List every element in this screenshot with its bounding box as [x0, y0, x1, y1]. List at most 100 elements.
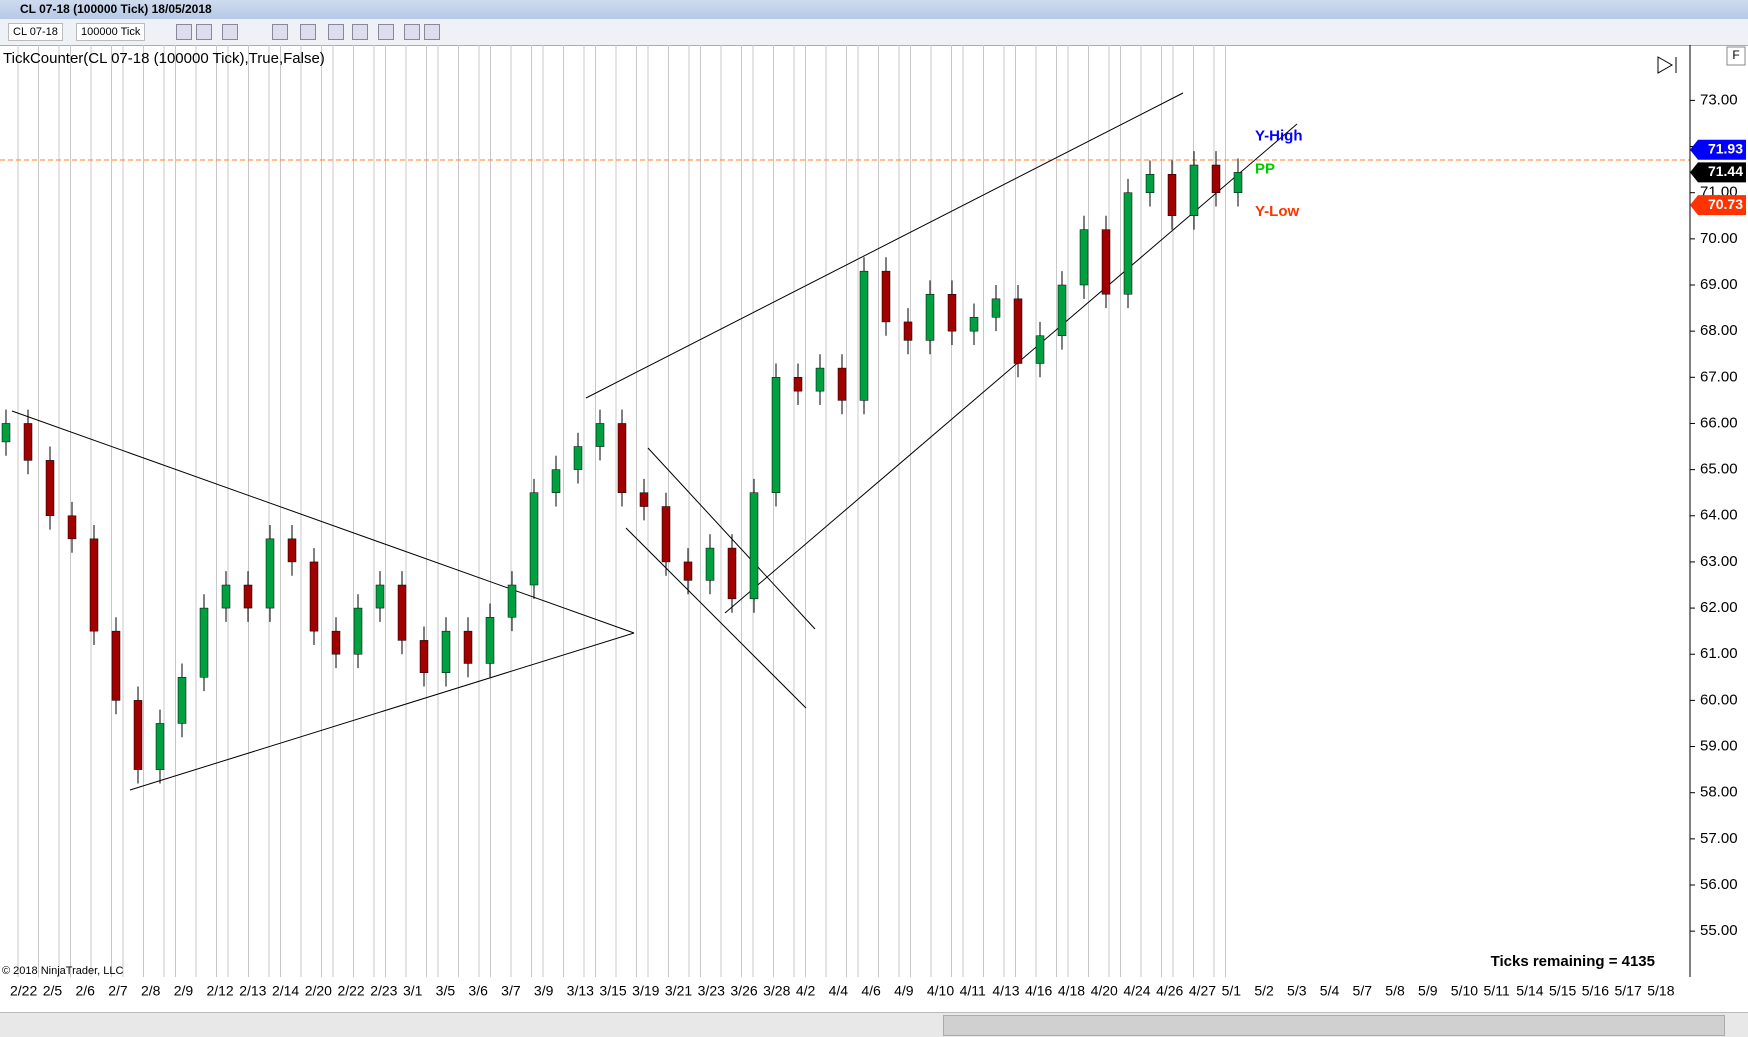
x-tick-label: 2/22: [337, 983, 364, 999]
x-tick-label: 4/11: [960, 983, 986, 999]
candle-body: [551, 469, 561, 493]
candle-body: [485, 617, 495, 664]
candle-body: [507, 584, 517, 618]
x-tick-label: 3/6: [468, 983, 488, 999]
x-tick-label: 5/3: [1287, 983, 1307, 999]
x-tick-label: 2/5: [43, 983, 63, 999]
x-tick-label: 4/2: [796, 983, 816, 999]
x-tick-label: 3/1: [403, 983, 423, 999]
x-tick-label: 3/5: [436, 983, 456, 999]
x-tick-label: 3/13: [567, 983, 594, 999]
price-flag-label: 71.93: [1708, 140, 1743, 156]
datatable-button[interactable]: [404, 24, 420, 40]
candle-body: [573, 446, 583, 470]
y-tick-label: 68.00: [1700, 322, 1738, 339]
x-tick-label: 4/18: [1058, 983, 1085, 999]
candle-body: [1233, 172, 1243, 193]
scroll-thumb[interactable]: [943, 1015, 1725, 1036]
candle-body: [1101, 229, 1111, 295]
y-tick-label: 61.00: [1700, 645, 1738, 662]
y-tick-label: 56.00: [1700, 876, 1738, 893]
bar-style-button[interactable]: [176, 24, 192, 40]
candle-body: [617, 423, 627, 493]
candle-body: [749, 492, 759, 600]
candle-body: [67, 515, 77, 540]
y-tick-label: 70.00: [1700, 230, 1738, 247]
x-tick-label: 4/13: [992, 983, 1019, 999]
x-tick-label: 3/19: [632, 983, 659, 999]
y-tick-label: 55.00: [1700, 922, 1738, 939]
candle-body: [221, 584, 231, 609]
y-tick-label: 66.00: [1700, 414, 1738, 431]
candle-body: [397, 584, 407, 641]
x-tick-label: 2/20: [305, 983, 332, 999]
x-tick-label: 3/26: [730, 983, 757, 999]
candle-body: [771, 377, 781, 493]
candle-body: [991, 298, 1001, 318]
window-title: CL 07-18 (100000 Tick) 18/05/2018: [20, 2, 212, 16]
x-tick-label: 4/20: [1091, 983, 1118, 999]
candle-body: [265, 538, 275, 609]
draw-button[interactable]: [196, 24, 212, 40]
panel-button[interactable]: [424, 24, 440, 40]
x-tick-label: 2/13: [239, 983, 266, 999]
indicators-button[interactable]: [352, 24, 368, 40]
cursor-button[interactable]: [272, 24, 288, 40]
x-tick-label: 4/26: [1156, 983, 1183, 999]
price-flag: [1690, 195, 1746, 216]
y-tick-label: 64.00: [1700, 507, 1738, 524]
candle-body: [353, 607, 363, 655]
period-select[interactable]: 100000 Tick: [76, 23, 146, 41]
x-tick-label: 5/4: [1320, 983, 1340, 999]
x-tick-label: 5/14: [1516, 983, 1543, 999]
x-tick-label: 3/15: [599, 983, 626, 999]
candle-body: [199, 607, 209, 678]
x-tick-label: 2/9: [174, 983, 194, 999]
candle-body: [155, 723, 165, 770]
x-tick-label: 2/23: [370, 983, 397, 999]
x-tick-label: 4/16: [1025, 983, 1052, 999]
ticks-remaining: Ticks remaining = 4135: [1491, 953, 1655, 970]
candle-body: [309, 561, 319, 632]
y-tick-label: 57.00: [1700, 830, 1738, 847]
instrument-select[interactable]: CL 07-18: [8, 23, 63, 41]
x-tick-label: 2/7: [108, 983, 128, 999]
y-tick-label: 63.00: [1700, 553, 1738, 570]
candle-body: [705, 547, 715, 581]
x-tick-label: 5/2: [1254, 983, 1274, 999]
x-tick-label: 4/6: [861, 983, 881, 999]
x-tick-label: 4/10: [927, 983, 954, 999]
candle-body: [45, 460, 55, 517]
x-tick-label: 5/1: [1222, 983, 1242, 999]
candle-body: [837, 367, 847, 401]
candle-body: [89, 538, 99, 632]
x-tick-label: 3/23: [698, 983, 725, 999]
candle-body: [793, 377, 803, 392]
x-tick-label: 5/7: [1353, 983, 1373, 999]
y-tick-label: 65.00: [1700, 461, 1738, 478]
scrollbar[interactable]: [0, 1012, 1748, 1037]
panel-toggle[interactable]: [1726, 46, 1746, 66]
candle-body: [375, 584, 385, 609]
strategies-button[interactable]: [378, 24, 394, 40]
price-flag-label: 71.44: [1708, 163, 1743, 179]
x-tick-label: 2/8: [141, 983, 161, 999]
tool-button[interactable]: [222, 24, 238, 40]
y-tick-label: 58.00: [1700, 784, 1738, 801]
title-bar: CL 07-18 (100000 Tick) 18/05/2018: [0, 0, 1748, 19]
candle-body: [287, 538, 297, 563]
panel-toggle-label: F: [1732, 48, 1739, 62]
price-flag: [1690, 139, 1746, 160]
y-tick-label: 73.00: [1700, 91, 1738, 108]
scroll-end-icon[interactable]: [1657, 56, 1677, 74]
zoom-button[interactable]: [300, 24, 316, 40]
candle-body: [419, 640, 429, 673]
properties-button[interactable]: [328, 24, 344, 40]
candle-body: [1211, 164, 1221, 193]
candle-body: [1189, 164, 1199, 217]
x-tick-label: 4/9: [894, 983, 914, 999]
candle-body: [1145, 173, 1155, 193]
candle-body: [1013, 298, 1023, 364]
x-tick-label: 3/9: [534, 983, 554, 999]
x-tick-label: 5/10: [1451, 983, 1478, 999]
